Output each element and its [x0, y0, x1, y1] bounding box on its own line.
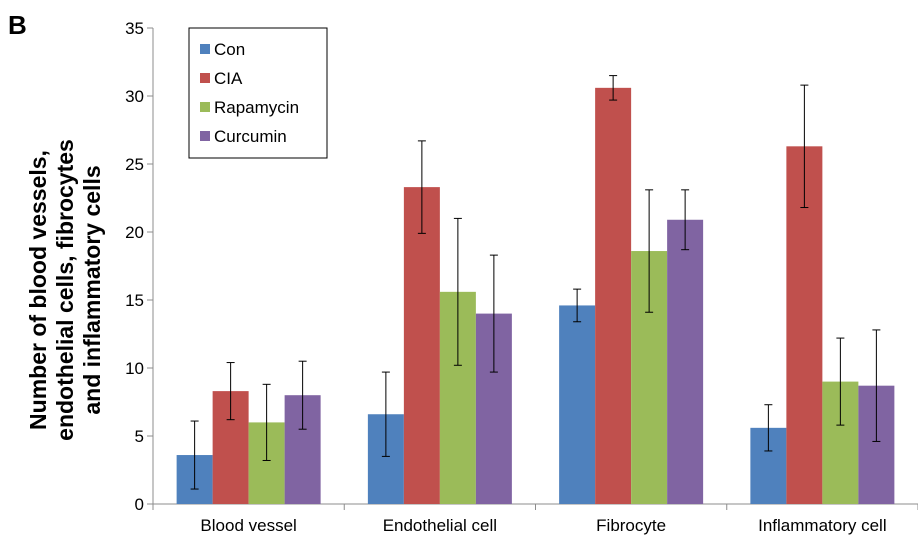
- legend-label-cia: CIA: [214, 69, 243, 88]
- y-tick-label: 35: [125, 19, 144, 38]
- y-tick-label: 15: [125, 291, 144, 310]
- y-tick-label: 25: [125, 155, 144, 174]
- x-tick-label: Fibrocyte: [596, 516, 666, 535]
- y-tick-label: 5: [135, 427, 144, 446]
- legend: Con CIA Rapamycin Curcumin: [188, 27, 328, 159]
- legend-label-con: Con: [214, 40, 245, 59]
- x-tick-label: Inflammatory cell: [758, 516, 886, 535]
- y-tick-label: 0: [135, 495, 144, 514]
- x-tick-label: Blood vessel: [200, 516, 296, 535]
- legend-label-rapamycin: Rapamycin: [214, 98, 299, 117]
- y-axis-label-line-2: endothelial cells, fibrocytes: [52, 139, 78, 441]
- y-tick-label: 30: [125, 87, 144, 106]
- bar-cia-2: [403, 187, 440, 504]
- legend-swatch-con: [200, 44, 210, 54]
- plot-area: 0 5 10 15 20 25 30 35 Blood vessel Endothelial ce…: [125, 19, 918, 535]
- legend-swatch-cia: [200, 73, 210, 83]
- x-tick-label: Endothelial cell: [383, 516, 497, 535]
- bar-cia-3: [595, 87, 632, 504]
- y-axis-label-line-1: Number of blood vessels,: [25, 150, 51, 430]
- panel-label: B: [8, 10, 27, 40]
- legend-swatch-curcumin: [200, 131, 210, 141]
- y-axis-label-line-3: and inflammatory cells: [79, 165, 105, 414]
- legend-swatch-rapamycin: [200, 102, 210, 112]
- y-tick-label: 20: [125, 223, 144, 242]
- bar-curcumin-3: [667, 219, 704, 504]
- y-tick-label: 10: [125, 359, 144, 378]
- bar-con-3: [559, 305, 596, 504]
- legend-label-curcumin: Curcumin: [214, 127, 287, 146]
- legend-box: [188, 27, 328, 159]
